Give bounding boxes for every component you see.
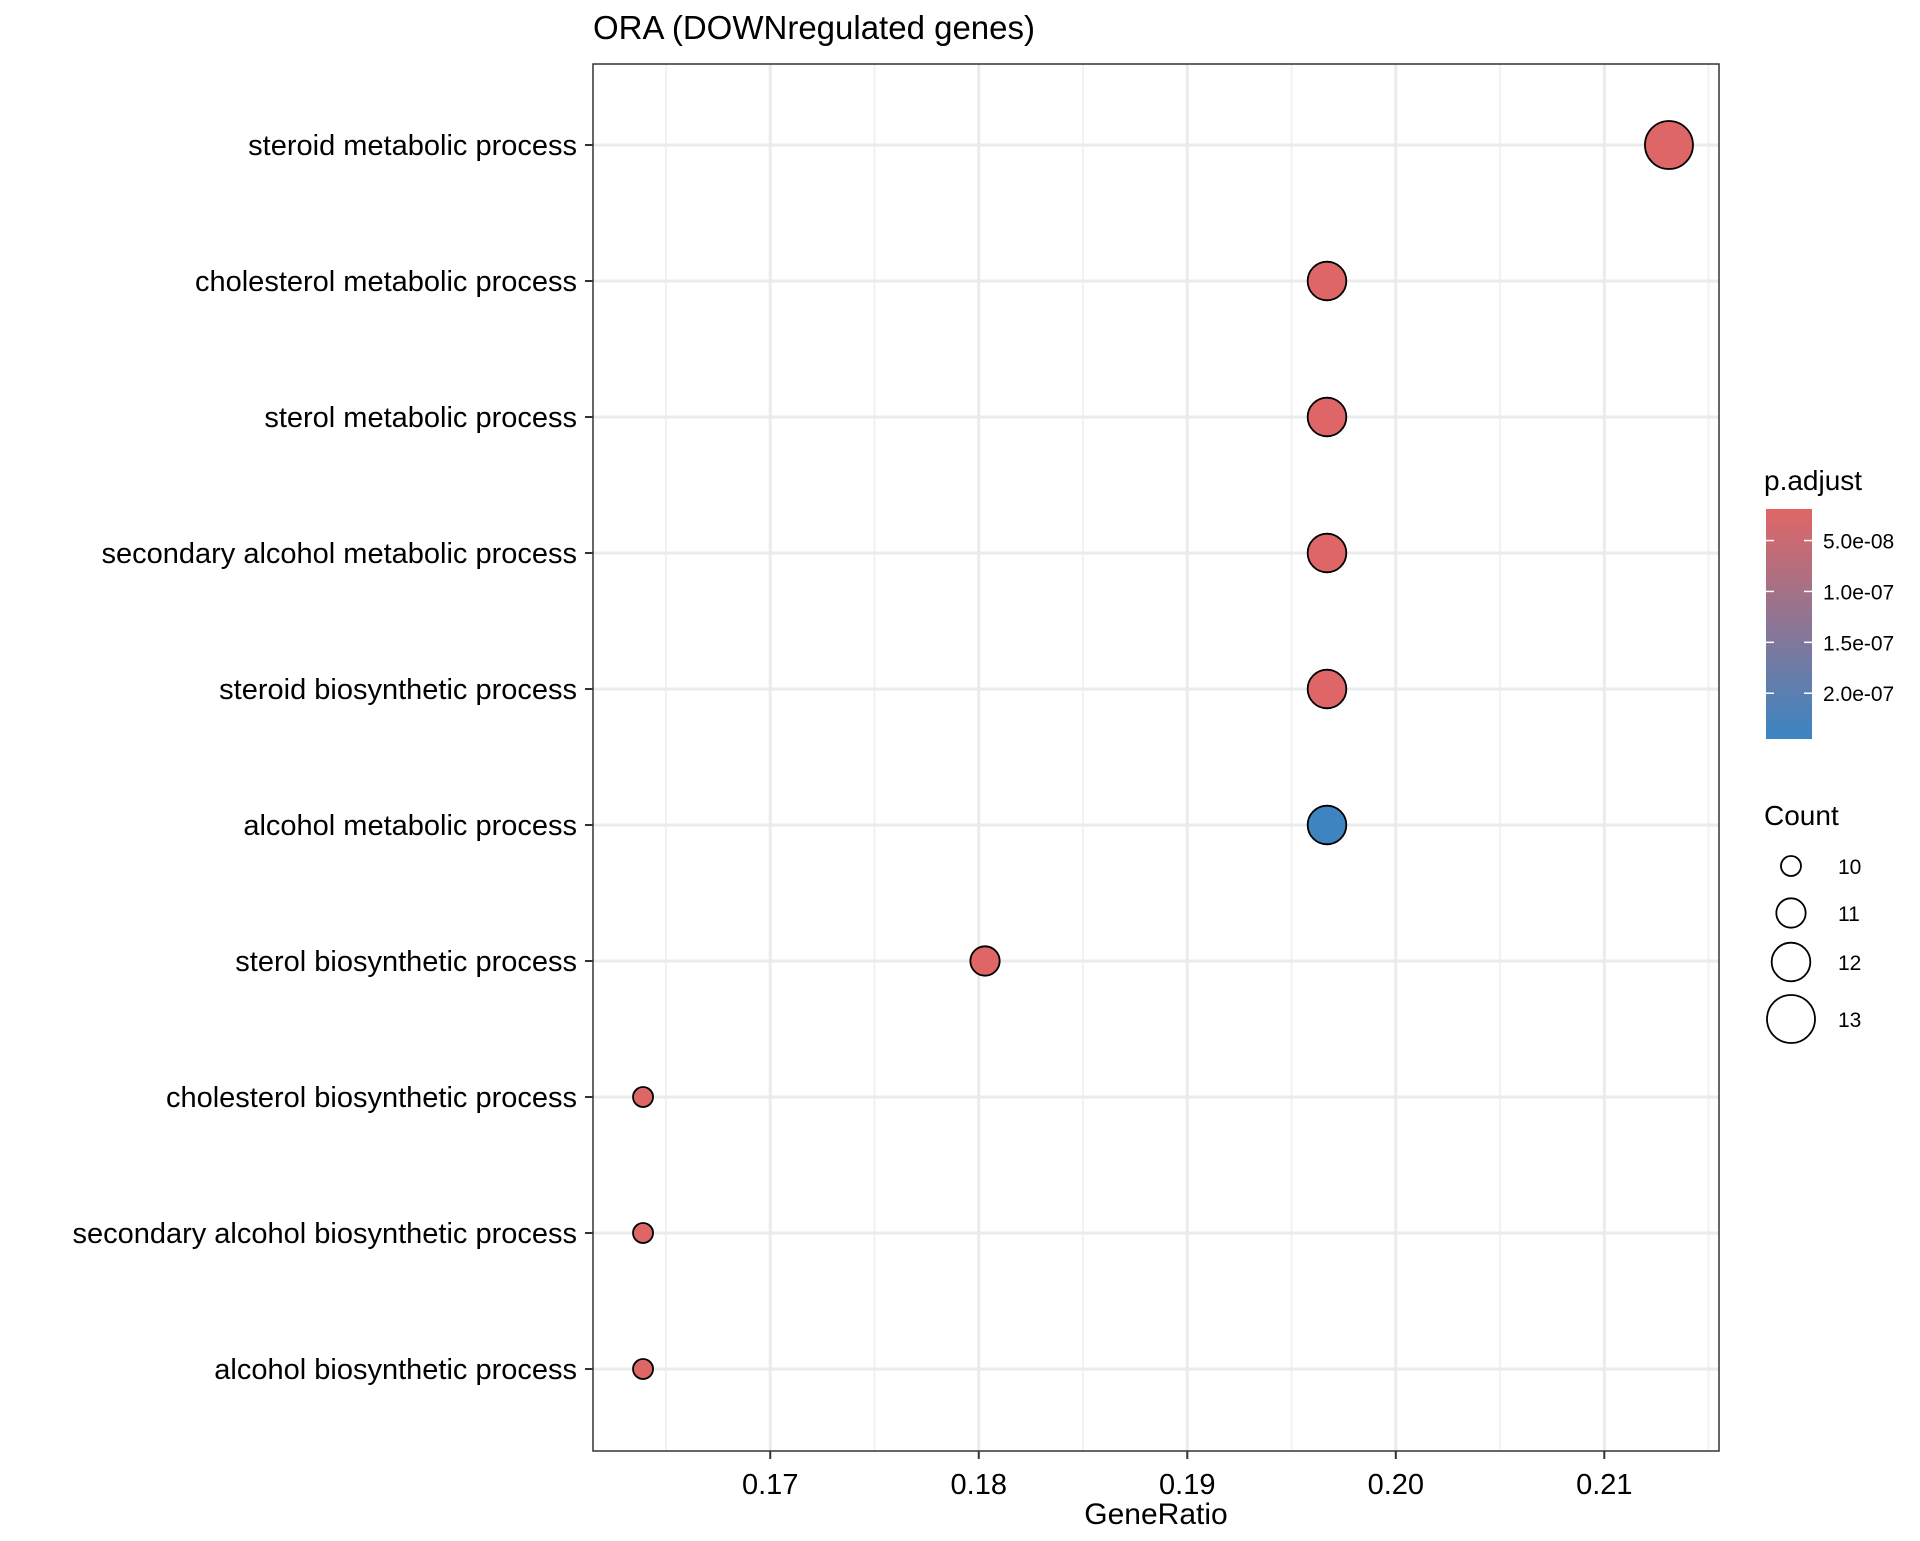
size-legend-circle — [1770, 941, 1812, 983]
size-legend-label: 10 — [1838, 856, 1861, 879]
data-point — [632, 1086, 654, 1108]
color-legend-tick-label: 2.0e-07 — [1823, 683, 1894, 706]
data-point — [1306, 804, 1348, 846]
data-point — [1306, 668, 1348, 710]
size-legend-title: Count — [1764, 800, 1839, 831]
grid-lines — [593, 64, 1719, 1451]
size-legend: Count 10 11 12 13 — [1764, 800, 1861, 1044]
y-axis-label: steroid biosynthetic process — [219, 674, 577, 706]
size-legend-entries: 10 11 12 13 — [1766, 855, 1861, 1044]
x-axis-title: GeneRatio — [1084, 1498, 1227, 1531]
y-axis-label: cholesterol biosynthetic process — [166, 1082, 577, 1114]
y-axis-label: steroid metabolic process — [248, 130, 577, 162]
color-legend-bar — [1766, 509, 1812, 739]
color-legend-tick-label: 5.0e-08 — [1823, 531, 1894, 554]
x-axis: 0.17 0.18 0.19 0.20 0.21 — [742, 1451, 1633, 1501]
color-legend-tick-label: 1.5e-07 — [1823, 632, 1894, 655]
data-point — [632, 1222, 654, 1244]
data-points — [632, 120, 1694, 1380]
chart-title: ORA (DOWNregulated genes) — [593, 9, 1035, 46]
color-legend-title: p.adjust — [1764, 465, 1862, 496]
plot-panel-border — [592, 63, 1720, 1452]
size-legend-label: 12 — [1838, 952, 1861, 975]
color-legend: p.adjust 5.0e-08 1.0e-07 1.5e-07 2.0e-07 — [1764, 465, 1894, 739]
y-axis-label: secondary alcohol biosynthetic process — [72, 1218, 577, 1250]
y-axis-label: cholesterol metabolic process — [195, 266, 577, 298]
y-axis-label: alcohol metabolic process — [243, 810, 577, 842]
y-axis-label: secondary alcohol metabolic process — [101, 538, 577, 570]
y-axis: steroid metabolic process cholesterol met… — [72, 130, 593, 1386]
data-point — [1306, 396, 1348, 438]
data-point — [1644, 120, 1694, 170]
data-point — [632, 1358, 654, 1380]
x-axis-tick-label: 0.19 — [1159, 1469, 1215, 1501]
size-legend-label: 13 — [1838, 1009, 1861, 1032]
x-axis-tick-label: 0.18 — [951, 1469, 1007, 1501]
size-legend-label: 11 — [1838, 903, 1860, 926]
data-point — [1306, 260, 1348, 302]
size-legend-circle — [1775, 897, 1807, 929]
size-legend-circle — [1780, 855, 1802, 877]
data-point — [969, 945, 1001, 977]
x-axis-tick-label: 0.20 — [1368, 1469, 1424, 1501]
data-point — [1306, 532, 1348, 574]
color-legend-tick-label: 1.0e-07 — [1823, 581, 1894, 604]
y-axis-label: alcohol biosynthetic process — [214, 1354, 577, 1386]
color-legend-ticks: 5.0e-08 1.0e-07 1.5e-07 2.0e-07 — [1766, 531, 1894, 706]
y-axis-label: sterol metabolic process — [264, 402, 577, 434]
size-legend-circle — [1766, 994, 1816, 1044]
x-axis-tick-label: 0.17 — [742, 1469, 798, 1501]
x-axis-tick-label: 0.21 — [1576, 1469, 1632, 1501]
y-axis-label: sterol biosynthetic process — [235, 946, 577, 978]
